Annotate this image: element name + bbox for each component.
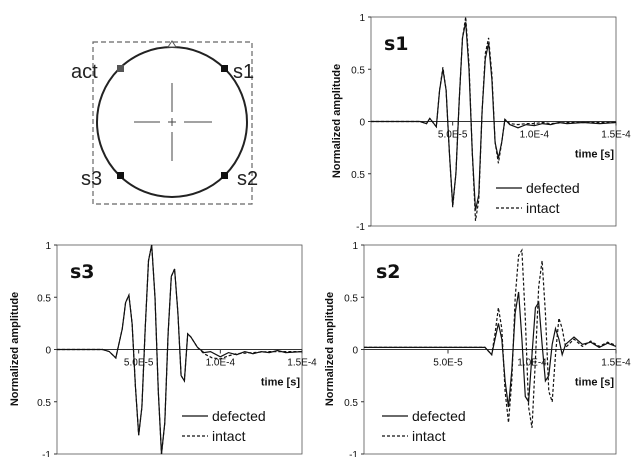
y-tick-label: 1 — [352, 241, 358, 252]
chart-panel-s1: 1 0.5 0 0.5 -1 5.0E-5 1.0E-4 1.5E-4 Normalized a… — [331, 13, 631, 233]
legend-label-intact: intact — [412, 428, 446, 444]
x-tick-label: 1.5E-4 — [287, 358, 317, 369]
x-tick-label: 1.5E-4 — [601, 358, 631, 369]
x-tick-label: 1.0E-4 — [206, 358, 236, 369]
y-tick-label: 0 — [45, 346, 51, 357]
y-tick-label: -1 — [356, 222, 365, 233]
schematic-dashed-frame — [92, 41, 253, 205]
y-tick-label: 0.5 — [37, 398, 51, 409]
sensor-s3-marker — [117, 172, 124, 179]
x-tick-label: 5.0E-5 — [124, 358, 154, 369]
y-tick-label: 0 — [359, 118, 365, 129]
series-line-defected — [364, 291, 617, 408]
chart-panel-s3: 1 0.5 0 0.5 -1 5.0E-5 1.0E-4 1.5E-4 Normalized a… — [9, 241, 317, 457]
sensor-s1-label: s1 — [233, 61, 254, 83]
y-tick-label: 1 — [359, 13, 365, 24]
sensor-s3-label: s3 — [81, 168, 102, 190]
panel-title: s3 — [70, 261, 95, 283]
x-tick-label: 1.5E-4 — [601, 130, 631, 141]
legend-label-defected: defected — [212, 408, 266, 424]
y-tick-label: 0.5 — [344, 398, 358, 409]
legend-label-intact: intact — [526, 200, 560, 216]
chart-panel-s2: 1 0.5 0 0.5 -1 5.0E-5 1.0E-4 1.5E-4 Normalized a… — [324, 241, 631, 457]
y-tick-label: -1 — [42, 450, 51, 457]
x-axis-label: time [s] — [575, 149, 614, 161]
panel-title: s2 — [376, 261, 401, 283]
series-line-intact — [364, 248, 617, 428]
sensor-schematic: act s1 s3 s2 — [71, 40, 258, 205]
x-tick-label: 5.0E-5 — [438, 130, 468, 141]
y-tick-label: -1 — [349, 450, 358, 457]
legend-label-intact: intact — [212, 428, 246, 444]
sensor-s2-label: s2 — [237, 168, 258, 190]
y-axis-label: Normalized amplitude — [324, 292, 336, 406]
y-tick-label: 0.5 — [37, 293, 51, 304]
y-axis-label: Normalized amplitude — [331, 64, 343, 178]
actuator-label: act — [71, 61, 98, 83]
x-axis-label: time [s] — [575, 377, 614, 389]
x-axis-label: time [s] — [261, 377, 300, 389]
y-tick-label: 0.5 — [351, 65, 365, 76]
y-tick-label: 0.5 — [344, 293, 358, 304]
series-line-intact — [57, 244, 302, 455]
panel-title: s1 — [384, 33, 409, 55]
x-tick-label: 1.0E-4 — [520, 130, 550, 141]
x-tick-label: 5.0E-5 — [433, 358, 463, 369]
x-tick-label: 1.0E-4 — [517, 358, 547, 369]
series-line-intact — [371, 16, 616, 221]
sensor-s1-marker — [221, 65, 228, 72]
sensor-s2-marker — [221, 172, 228, 179]
y-axis-label: Normalized amplitude — [9, 292, 21, 406]
y-tick-label: 0 — [352, 346, 358, 357]
y-tick-label: 1 — [45, 241, 51, 252]
actuator-marker — [117, 65, 124, 72]
legend-label-defected: defected — [526, 180, 580, 196]
top-marker-triangle — [167, 40, 177, 48]
y-tick-label: 0.5 — [351, 170, 365, 181]
legend-label-defected: defected — [412, 408, 466, 424]
